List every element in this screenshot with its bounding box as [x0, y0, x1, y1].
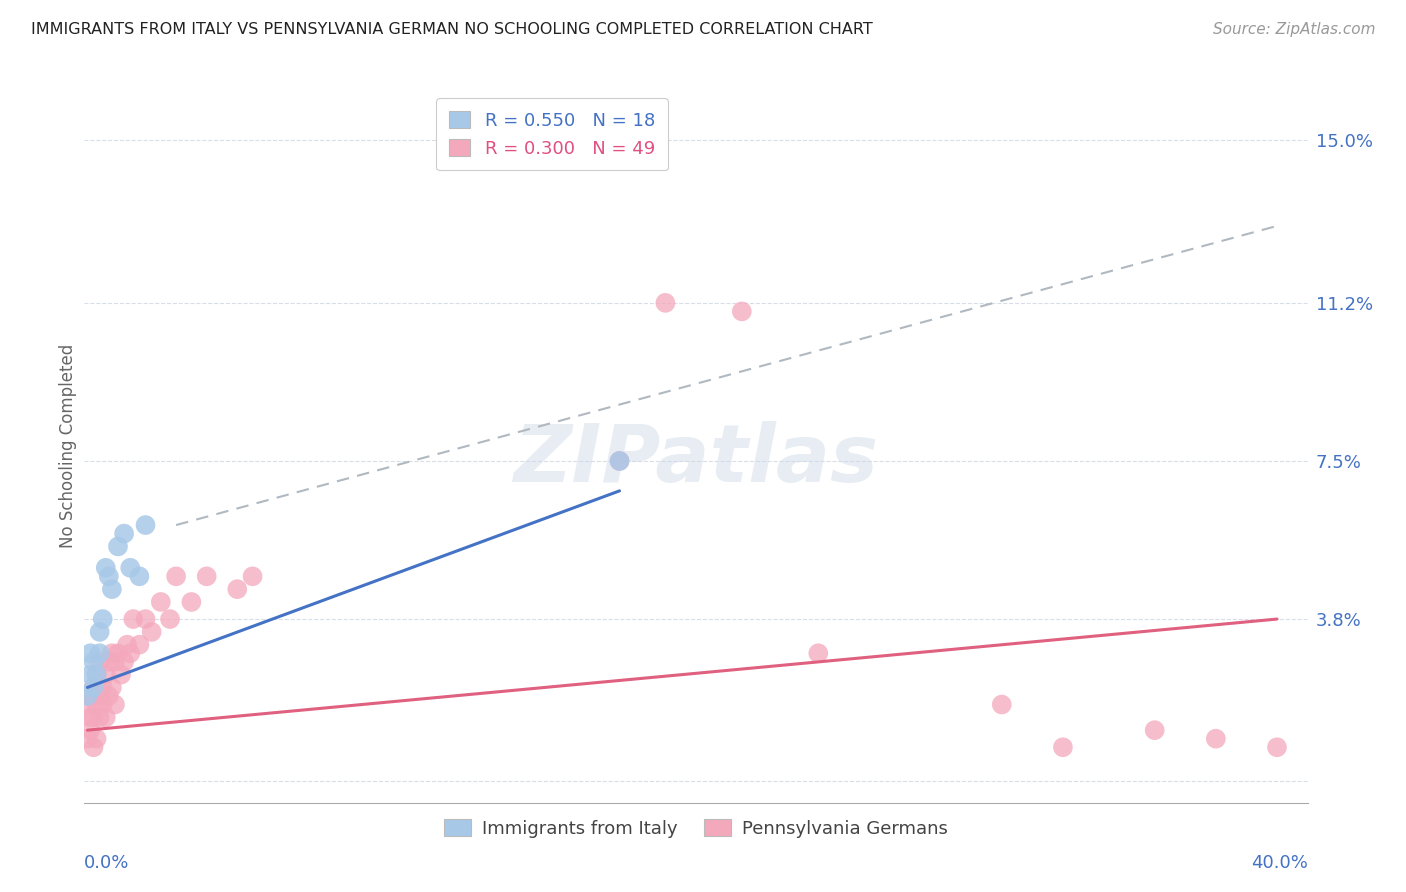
Point	[83, 681, 105, 695]
Point	[101, 681, 124, 695]
Point	[654, 296, 676, 310]
Point	[1052, 740, 1074, 755]
Point	[107, 540, 129, 554]
Point	[83, 710, 105, 724]
Point	[112, 655, 135, 669]
Point	[226, 582, 249, 596]
Point	[83, 655, 105, 669]
Point	[89, 646, 111, 660]
Point	[1205, 731, 1227, 746]
Point	[97, 655, 120, 669]
Point	[135, 612, 157, 626]
Point	[1265, 740, 1288, 755]
Point	[91, 698, 114, 712]
Point	[159, 612, 181, 626]
Point	[807, 646, 830, 660]
Point	[79, 667, 101, 681]
Point	[86, 667, 108, 681]
Point	[195, 569, 218, 583]
Point	[86, 698, 108, 712]
Point	[107, 646, 129, 660]
Text: Source: ZipAtlas.com: Source: ZipAtlas.com	[1212, 22, 1375, 37]
Point	[89, 655, 111, 669]
Point	[731, 304, 754, 318]
Point	[79, 710, 101, 724]
Point	[91, 681, 114, 695]
Point	[79, 689, 101, 703]
Point	[101, 582, 124, 596]
Y-axis label: No Schooling Completed: No Schooling Completed	[59, 344, 77, 548]
Point	[122, 612, 145, 626]
Point	[104, 655, 127, 669]
Point	[97, 689, 120, 703]
Point	[104, 698, 127, 712]
Point	[180, 595, 202, 609]
Point	[115, 638, 138, 652]
Point	[991, 698, 1014, 712]
Point	[135, 518, 157, 533]
Point	[1143, 723, 1166, 738]
Point	[79, 646, 101, 660]
Point	[94, 667, 117, 681]
Point	[128, 638, 150, 652]
Point	[89, 710, 111, 724]
Point	[120, 646, 142, 660]
Point	[83, 681, 105, 695]
Point	[86, 731, 108, 746]
Point	[101, 646, 124, 660]
Point	[141, 624, 163, 639]
Point	[89, 624, 111, 639]
Point	[76, 689, 98, 703]
Point	[91, 612, 114, 626]
Point	[165, 569, 187, 583]
Point	[110, 667, 132, 681]
Point	[79, 723, 101, 738]
Point	[128, 569, 150, 583]
Text: 0.0%: 0.0%	[84, 854, 129, 872]
Text: 40.0%: 40.0%	[1251, 854, 1308, 872]
Point	[120, 561, 142, 575]
Point	[86, 667, 108, 681]
Text: ZIPatlas: ZIPatlas	[513, 421, 879, 500]
Legend: Immigrants from Italy, Pennsylvania Germans: Immigrants from Italy, Pennsylvania Germ…	[436, 812, 956, 845]
Point	[149, 595, 172, 609]
Point	[609, 454, 631, 468]
Point	[83, 740, 105, 755]
Point	[242, 569, 264, 583]
Point	[94, 561, 117, 575]
Point	[89, 689, 111, 703]
Point	[94, 710, 117, 724]
Text: IMMIGRANTS FROM ITALY VS PENNSYLVANIA GERMAN NO SCHOOLING COMPLETED CORRELATION : IMMIGRANTS FROM ITALY VS PENNSYLVANIA GE…	[31, 22, 873, 37]
Point	[97, 569, 120, 583]
Point	[76, 731, 98, 746]
Point	[609, 454, 631, 468]
Point	[112, 526, 135, 541]
Point	[76, 698, 98, 712]
